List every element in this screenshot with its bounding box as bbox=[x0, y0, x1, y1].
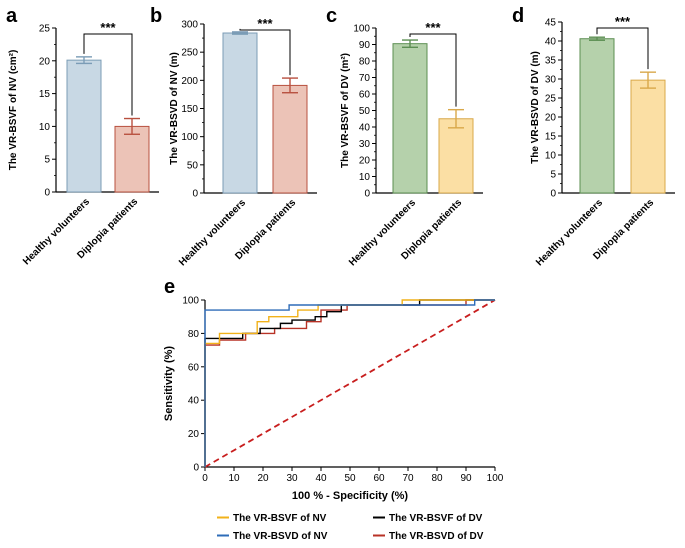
panel-a-tick-label: 0 bbox=[44, 188, 50, 199]
panel-c-tick-label: 70 bbox=[359, 73, 371, 84]
panel-e-x-tick-label: 80 bbox=[431, 473, 443, 484]
panel-e-y-tick-label: 20 bbox=[188, 429, 200, 440]
panel-a-bar-0 bbox=[66, 59, 102, 193]
panel-c-bar-0 bbox=[392, 43, 428, 194]
panel-c-tick-label: 50 bbox=[359, 106, 371, 117]
panel-d-tick-label: 10 bbox=[545, 151, 557, 162]
panel-d-tick-label: 5 bbox=[550, 170, 556, 181]
panel-a-tick-label: 5 bbox=[44, 155, 50, 166]
roc-curve-the-vr-bsvd-of-nv bbox=[204, 299, 495, 467]
panel-e-y-tick-label: 0 bbox=[193, 463, 199, 474]
panel-c-tick-label: 0 bbox=[364, 189, 370, 200]
panel-b-tick-label: 300 bbox=[181, 20, 198, 31]
panel-e-x-tick-label: 60 bbox=[373, 473, 385, 484]
panel-e-x-tick-label: 40 bbox=[315, 473, 327, 484]
legend-label-vr-bsvd-dv: The VR-BSVD of DV bbox=[389, 531, 484, 542]
roc-reference-diagonal bbox=[204, 299, 496, 468]
panel-b-letter: b bbox=[150, 5, 162, 27]
panel-e-y-tick-label: 100 bbox=[182, 296, 199, 307]
panel-d-tick-label: 30 bbox=[545, 75, 557, 86]
panel-b-tick-label: 150 bbox=[181, 104, 198, 115]
panel-e-x-tick-label: 10 bbox=[228, 473, 240, 484]
panel-d-bar-0 bbox=[579, 38, 615, 194]
panel-d-ylabel: The VR-BSVD of DV (m) bbox=[530, 51, 541, 164]
panel-e-x-tick-label: 30 bbox=[286, 473, 298, 484]
panel-b-tick-label: 250 bbox=[181, 48, 198, 59]
legend-label-vr-bsvd-nv: The VR-BSVD of NV bbox=[233, 531, 328, 542]
roc-curve-the-vr-bsvf-of-nv bbox=[204, 299, 495, 467]
panel-b-tick-label: 200 bbox=[181, 76, 198, 87]
panel-d-tick-label: 15 bbox=[545, 132, 557, 143]
panel-d-significance: *** bbox=[615, 14, 631, 29]
panel-a-significance: *** bbox=[100, 20, 116, 35]
panel-b-bar-0 bbox=[222, 32, 258, 194]
panel-e-x-tick-label: 90 bbox=[460, 473, 472, 484]
panel-d-tick-label: 35 bbox=[545, 56, 557, 67]
panel-a-tick-label: 25 bbox=[39, 24, 51, 35]
panel-c: c The VR-BSVF of DV (m²) *** Healthy vol… bbox=[326, 5, 483, 268]
panel-c-tick-label: 40 bbox=[359, 123, 371, 134]
panel-a-tick-label: 10 bbox=[39, 122, 51, 133]
panel-c-tick-label: 90 bbox=[359, 40, 371, 51]
panel-c-tick-label: 20 bbox=[359, 156, 371, 167]
panel-d-tick-label: 45 bbox=[545, 18, 557, 29]
panel-c-tick-label: 80 bbox=[359, 57, 371, 68]
panel-a-letter: a bbox=[6, 5, 18, 27]
panel-d-tick-label: 25 bbox=[545, 94, 557, 105]
panel-d: d The VR-BSVD of DV (m) *** Healthy volu… bbox=[512, 5, 675, 268]
panel-c-ylabel: The VR-BSVF of DV (m²) bbox=[340, 53, 351, 168]
panel-e-letter: e bbox=[164, 276, 175, 298]
panel-e-x-tick-label: 70 bbox=[402, 473, 414, 484]
panel-d-bar-1 bbox=[630, 79, 666, 194]
panel-a-significance-bracket bbox=[83, 33, 133, 116]
panel-b-bar-1 bbox=[272, 84, 308, 194]
panel-b: b The VR-BSVD of NV (m) *** Healthy volu… bbox=[150, 5, 317, 268]
panel-b-ylabel: The VR-BSVD of NV (m) bbox=[169, 52, 180, 165]
panel-d-significance-bracket bbox=[596, 27, 649, 70]
panel-e-x-tick-label: 100 bbox=[487, 473, 504, 484]
panel-d-letter: d bbox=[512, 5, 524, 27]
panel-a-ylabel: The VR-BSVF of NV (cm²) bbox=[8, 50, 19, 171]
panel-e-y-tick-label: 40 bbox=[188, 396, 200, 407]
panel-e: e Sensitivity (%) 100 % - Specificity (%… bbox=[163, 276, 504, 542]
panel-b-tick-label: 50 bbox=[187, 160, 199, 171]
panel-c-tick-label: 100 bbox=[353, 24, 370, 35]
panel-c-tick-label: 10 bbox=[359, 172, 371, 183]
panel-d-tick-label: 20 bbox=[545, 113, 557, 124]
panel-c-significance: *** bbox=[425, 20, 441, 35]
panel-e-x-tick-label: 20 bbox=[257, 473, 269, 484]
panel-b-tick-label: 0 bbox=[192, 189, 198, 200]
panel-e-xlabel: 100 % - Specificity (%) bbox=[292, 490, 408, 502]
panel-c-tick-label: 30 bbox=[359, 139, 371, 150]
panel-b-significance-bracket bbox=[239, 28, 291, 76]
legend-label-vr-bsvf-nv: The VR-BSVF of NV bbox=[233, 513, 327, 524]
panel-c-significance-bracket bbox=[409, 33, 457, 107]
panel-e-ylabel: Sensitivity (%) bbox=[163, 346, 175, 422]
panel-b-tick-label: 100 bbox=[181, 132, 198, 143]
panel-a-tick-label: 15 bbox=[39, 89, 51, 100]
panel-d-tick-label: 0 bbox=[550, 189, 556, 200]
panel-b-significance: *** bbox=[257, 16, 273, 31]
legend-label-vr-bsvf-dv: The VR-BSVF of DV bbox=[389, 513, 483, 524]
panel-a-tick-label: 20 bbox=[39, 56, 51, 67]
panel-c-letter: c bbox=[326, 5, 337, 27]
panel-a-bar-1 bbox=[114, 125, 150, 193]
panel-e-y-tick-label: 60 bbox=[188, 362, 200, 373]
panel-e-x-tick-label: 0 bbox=[202, 473, 208, 484]
panel-d-tick-label: 40 bbox=[545, 37, 557, 48]
panel-a: a The VR-BSVF of NV (cm²) *** Healthy vo… bbox=[6, 5, 159, 267]
panel-e-x-tick-label: 50 bbox=[344, 473, 356, 484]
panel-c-tick-label: 60 bbox=[359, 90, 371, 101]
panel-c-bar-1 bbox=[438, 118, 474, 194]
panel-e-y-tick-label: 80 bbox=[188, 329, 200, 340]
